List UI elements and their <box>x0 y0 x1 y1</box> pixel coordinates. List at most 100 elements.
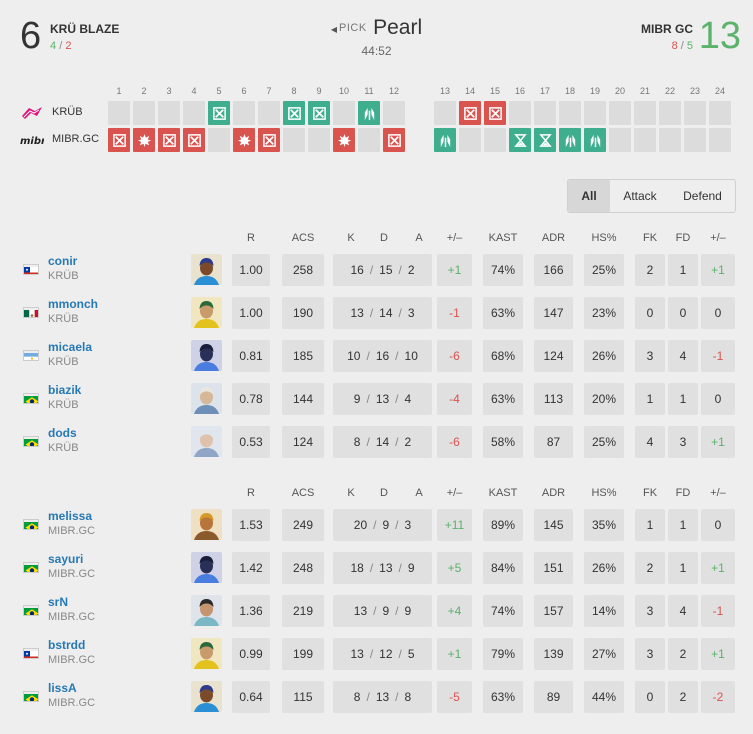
column-header-fk[interactable]: FK <box>642 487 658 499</box>
column-header-fk[interactable]: FK <box>642 232 658 244</box>
stat-fk-diff: 0 <box>701 509 735 541</box>
player-name-link[interactable]: lissA <box>48 681 77 695</box>
round-loss-cell[interactable] <box>534 101 556 125</box>
round-win-defuse-icon[interactable] <box>358 101 380 125</box>
column-header-r[interactable]: R <box>247 232 255 244</box>
round-win-elim-icon[interactable] <box>459 101 481 125</box>
stat-adr: 157 <box>534 595 573 627</box>
round-loss-cell[interactable] <box>233 101 255 125</box>
round-win-elim-icon[interactable] <box>208 101 230 125</box>
round-number: 6 <box>241 86 247 96</box>
filter-all-button[interactable]: All <box>568 180 610 212</box>
round-loss-cell[interactable] <box>684 128 706 152</box>
team-left-name[interactable]: KRÜ BLAZE <box>50 22 120 36</box>
round-win-elim-icon[interactable] <box>308 101 330 125</box>
player-name-link[interactable]: sayuri <box>48 552 84 566</box>
column-header-a[interactable]: A <box>415 487 423 499</box>
stat-acs: 115 <box>282 681 324 713</box>
round-win-elim-icon[interactable] <box>158 128 180 152</box>
round-loss-cell[interactable] <box>659 101 681 125</box>
flag-cl-icon <box>23 264 39 275</box>
round-win-elim-icon[interactable] <box>383 128 405 152</box>
round-loss-cell[interactable] <box>283 128 305 152</box>
round-loss-cell[interactable] <box>634 128 656 152</box>
round-loss-cell[interactable] <box>709 128 731 152</box>
player-name-link[interactable]: srN <box>48 595 69 609</box>
round-win-elim-icon[interactable] <box>183 128 205 152</box>
round-win-elim-icon[interactable] <box>283 101 305 125</box>
round-loss-cell[interactable] <box>659 128 681 152</box>
agent-neon-icon <box>191 681 222 712</box>
column-header-d[interactable]: D <box>380 487 388 499</box>
round-loss-cell[interactable] <box>208 128 230 152</box>
round-loss-cell[interactable] <box>434 101 456 125</box>
filter-defend-button[interactable]: Defend <box>683 189 722 203</box>
round-win-elim-icon[interactable] <box>258 128 280 152</box>
column-header-hs[interactable]: HS% <box>591 232 617 244</box>
player-name-link[interactable]: dods <box>48 426 77 440</box>
round-loss-cell[interactable] <box>609 101 631 125</box>
round-loss-cell[interactable] <box>183 101 205 125</box>
column-header-k[interactable]: K <box>347 232 355 244</box>
round-loss-cell[interactable] <box>308 128 330 152</box>
column-header-fpm[interactable]: +/– <box>710 487 726 499</box>
pick-arrow-icon: ◀ <box>330 25 337 35</box>
round-loss-cell[interactable] <box>108 101 130 125</box>
round-loss-cell[interactable] <box>383 101 405 125</box>
column-header-fd[interactable]: FD <box>675 232 691 244</box>
player-name-link[interactable]: melissa <box>48 509 93 523</box>
round-loss-cell[interactable] <box>709 101 731 125</box>
round-loss-cell[interactable] <box>634 101 656 125</box>
round-loss-cell[interactable] <box>509 101 531 125</box>
player-name-link[interactable]: conir <box>48 254 78 268</box>
column-header-hs[interactable]: HS% <box>591 487 617 499</box>
round-win-boom-icon[interactable] <box>333 128 355 152</box>
player-name-link[interactable]: bstrdd <box>48 638 86 652</box>
player-name-link[interactable]: mmonch <box>48 297 99 311</box>
column-header-kast[interactable]: KAST <box>488 232 518 244</box>
round-loss-cell[interactable] <box>609 128 631 152</box>
column-header-adr[interactable]: ADR <box>541 487 566 499</box>
column-header-r[interactable]: R <box>247 487 255 499</box>
round-win-time-icon[interactable] <box>534 128 556 152</box>
round-loss-cell[interactable] <box>559 101 581 125</box>
column-header-k[interactable]: K <box>347 487 355 499</box>
round-win-defuse-icon[interactable] <box>434 128 456 152</box>
column-header-kast[interactable]: KAST <box>488 487 518 499</box>
stat-fk-diff: 0 <box>701 297 735 329</box>
mibr-logo-icon: mibr <box>20 131 47 149</box>
round-win-defuse-icon[interactable] <box>584 128 606 152</box>
round-win-elim-icon[interactable] <box>484 101 506 125</box>
round-loss-cell[interactable] <box>333 101 355 125</box>
column-header-fpm[interactable]: +/– <box>710 232 726 244</box>
player-name-link[interactable]: biazik <box>48 383 82 397</box>
round-loss-cell[interactable] <box>133 101 155 125</box>
round-loss-cell[interactable] <box>459 128 481 152</box>
round-loss-cell[interactable] <box>358 128 380 152</box>
column-header-acs[interactable]: ACS <box>291 232 315 244</box>
round-win-boom-icon[interactable] <box>133 128 155 152</box>
filter-attack-button[interactable]: Attack <box>623 189 657 203</box>
round-loss-cell[interactable] <box>158 101 180 125</box>
round-loss-cell[interactable] <box>258 101 280 125</box>
round-loss-cell[interactable] <box>684 101 706 125</box>
column-header-pm[interactable]: +/– <box>446 487 463 499</box>
column-header-a[interactable]: A <box>415 232 423 244</box>
column-header-fd[interactable]: FD <box>675 487 691 499</box>
player-name-link[interactable]: micaela <box>48 340 93 354</box>
column-header-adr[interactable]: ADR <box>541 232 566 244</box>
round-loss-cell[interactable] <box>484 128 506 152</box>
round-win-boom-icon[interactable] <box>233 128 255 152</box>
round-win-time-icon[interactable] <box>509 128 531 152</box>
column-header-pm[interactable]: +/– <box>446 232 463 244</box>
round-win-elim-icon[interactable] <box>108 128 130 152</box>
kda-separator: / <box>395 435 399 449</box>
column-header-acs[interactable]: ACS <box>291 487 315 499</box>
round-win-defuse-icon[interactable] <box>559 128 581 152</box>
team-right-name[interactable]: MIBR GC <box>641 22 693 36</box>
column-header-d[interactable]: D <box>380 232 388 244</box>
stat-fk: 4 <box>635 426 665 458</box>
stat-fk-diff: 0 <box>701 383 735 415</box>
kda-separator: / <box>398 263 402 277</box>
round-loss-cell[interactable] <box>584 101 606 125</box>
